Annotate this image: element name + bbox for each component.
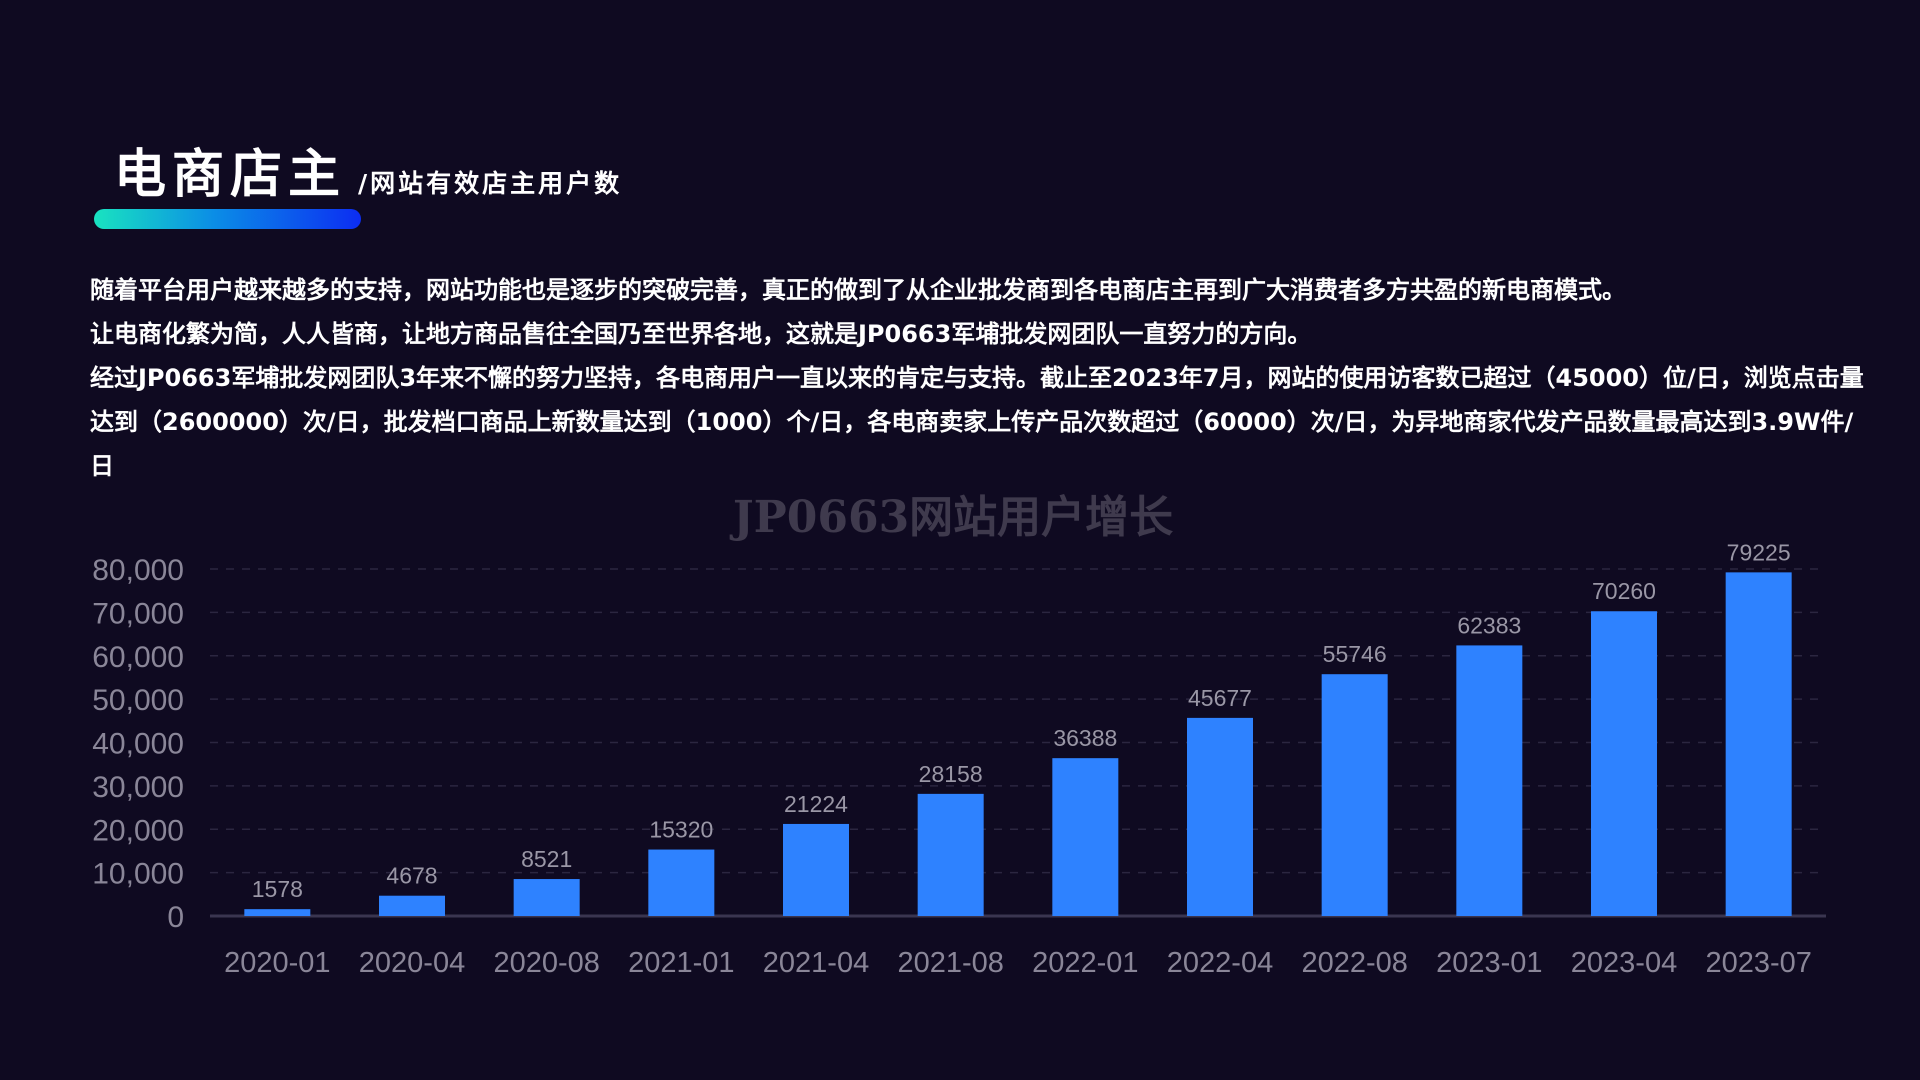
bar-2023-07 xyxy=(1725,572,1792,916)
data-label-2020-04: 4678 xyxy=(386,863,437,889)
bar-2022-08 xyxy=(1321,674,1388,916)
bar-2021-08 xyxy=(917,793,984,916)
x-axis: 2020-01 2020-04 2020-08 2021-01 2021-04 2021-… xyxy=(224,947,1812,979)
data-label-2022-08: 55746 xyxy=(1323,641,1387,667)
data-label-2023-07: 79225 xyxy=(1727,539,1791,565)
data-label-2020-08: 8521 xyxy=(521,846,572,872)
y-tick-label: 40,000 xyxy=(92,728,184,761)
x-tick-label: 2022-08 xyxy=(1301,947,1407,979)
x-tick-label: 2021-04 xyxy=(763,947,869,979)
data-label-2023-04: 70260 xyxy=(1592,578,1656,604)
chart-grid xyxy=(210,568,1826,918)
page-header: 电商店主 /网站有效店主用户数 xyxy=(114,132,622,207)
intro-paragraph-2: 让电商化繁为简，人人皆商，让地方商品售往全国乃至世界各地，这就是JP0663军埔… xyxy=(90,320,1312,348)
x-tick-label: 2023-04 xyxy=(1571,947,1677,979)
x-tick-label: 2023-07 xyxy=(1705,947,1811,979)
y-tick-label: 0 xyxy=(167,901,184,934)
y-tick-label: 20,000 xyxy=(92,814,184,847)
y-tick-label: 10,000 xyxy=(92,858,184,891)
y-tick-label: 50,000 xyxy=(92,684,184,717)
data-label-2021-04: 21224 xyxy=(784,791,848,817)
x-tick-label: 2020-01 xyxy=(224,947,330,979)
intro-paragraph-1: 随着平台用户越来越多的支持，网站功能也是逐步的突破完善，真正的做到了从企业批发商… xyxy=(90,276,1626,304)
bar-2020-08 xyxy=(513,879,580,916)
y-tick-label: 70,000 xyxy=(92,597,184,630)
y-tick-label: 30,000 xyxy=(92,771,184,804)
y-axis: 0 10,000 20,000 30,000 40,000 50,000 60,000 70,… xyxy=(92,554,184,934)
data-label-2023-01: 62383 xyxy=(1457,612,1521,638)
title-accent-bar xyxy=(94,209,361,229)
chart-title: JP0663网站用户增长 xyxy=(729,492,1173,543)
x-tick-label: 2021-01 xyxy=(628,947,734,979)
x-tick-label: 2020-08 xyxy=(493,947,599,979)
page-title: 电商店主 xyxy=(114,145,347,205)
bar-2021-04 xyxy=(783,823,849,916)
bar-series xyxy=(244,572,1792,916)
bar-2023-01 xyxy=(1456,645,1523,916)
y-tick-label: 80,000 xyxy=(92,554,184,587)
bar-2021-01 xyxy=(648,849,715,916)
x-tick-label: 2022-04 xyxy=(1167,947,1273,979)
x-tick-label: 2020-04 xyxy=(359,947,465,979)
data-labels: 1578 4678 8521 15320 21224 28158 36388 45677 557… xyxy=(252,539,1791,902)
bar-2020-04 xyxy=(379,895,445,916)
x-tick-label: 2022-01 xyxy=(1032,947,1138,979)
data-label-2022-04: 45677 xyxy=(1188,685,1252,711)
bar-2022-04 xyxy=(1187,717,1253,916)
data-label-2021-01: 15320 xyxy=(649,817,713,843)
bar-2020-01 xyxy=(244,909,311,916)
data-label-2022-01: 36388 xyxy=(1053,725,1117,751)
x-tick-label: 2021-08 xyxy=(897,947,1003,979)
intro-paragraph-3: 经过JP0663军埔批发网团队3年来不懈的努力坚持，各电商用户一直以来的肯定与支… xyxy=(90,364,1864,480)
y-tick-label: 60,000 xyxy=(92,641,184,674)
data-label-2021-08: 28158 xyxy=(919,761,983,787)
bar-2022-01 xyxy=(1052,758,1119,916)
x-tick-label: 2023-01 xyxy=(1436,947,1542,979)
intro-text: 随着平台用户越来越多的支持，网站功能也是逐步的突破完善，真正的做到了从企业批发商… xyxy=(90,268,1870,488)
data-label-2020-01: 1578 xyxy=(252,876,303,902)
bar-2023-04 xyxy=(1591,611,1657,916)
page-subtitle: /网站有效店主用户数 xyxy=(358,169,623,198)
